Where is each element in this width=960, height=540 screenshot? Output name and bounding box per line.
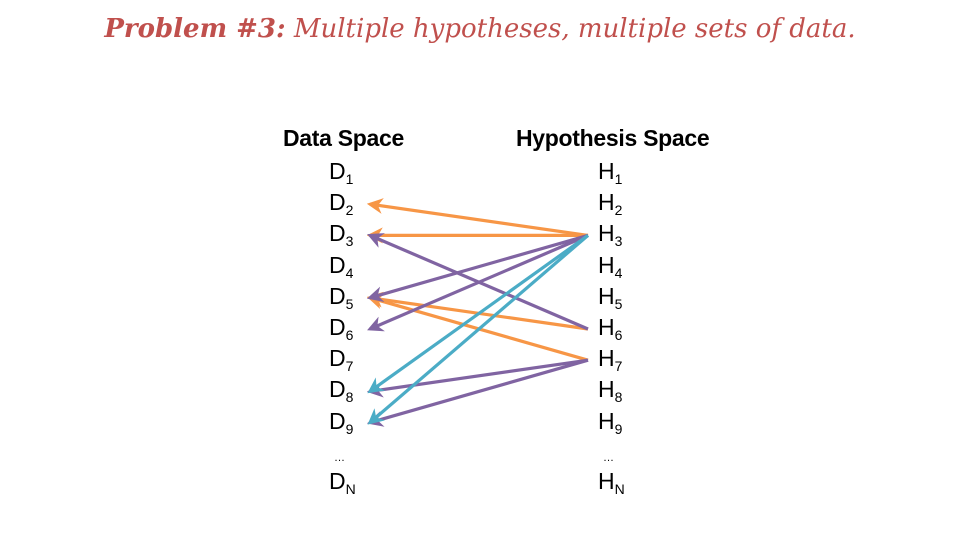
hypothesis-item-h6-subscript: 6 bbox=[614, 327, 623, 343]
hypothesis-item-hn: HN bbox=[598, 468, 625, 497]
arrow-h7-to-d9-purple bbox=[366, 358, 589, 427]
hypothesis-space-heading: Hypothesis Space bbox=[516, 125, 710, 151]
data-item-d2-subscript: 2 bbox=[345, 202, 354, 219]
data-item-dn: DN bbox=[329, 468, 356, 497]
data-item-d4-subscript: 4 bbox=[345, 264, 354, 281]
data-item-d9-subscript: 9 bbox=[345, 420, 354, 437]
hypothesis-item-h5-subscript: 5 bbox=[614, 295, 623, 312]
hypothesis-item-h3-subscript: 3 bbox=[614, 233, 623, 250]
hypothesis-item-h8-base: H bbox=[598, 376, 615, 403]
arrow-h3-to-d9-teal bbox=[367, 234, 590, 425]
data-space-heading: Data Space bbox=[283, 125, 405, 151]
hypothesis-item-h8-subscript: 8 bbox=[614, 389, 623, 406]
data-item-d3-subscript: 3 bbox=[345, 233, 354, 250]
data-item-d7-subscript: 7 bbox=[345, 358, 354, 375]
arrow-h3-to-d6-purple bbox=[367, 233, 589, 332]
hypothesis-item-h1: H1 bbox=[598, 158, 623, 187]
hypothesis-item-h7-subscript: 7 bbox=[614, 358, 623, 375]
hypothesis-item-h8: H8 bbox=[598, 376, 623, 406]
hypothesis-item-h5-base: H bbox=[598, 282, 615, 309]
hypothesis-item-h9-subscript: 9 bbox=[614, 420, 623, 437]
hypothesis-item-h3-base: H bbox=[598, 220, 615, 247]
data-item-d8: D8 bbox=[329, 376, 354, 406]
hypothesis-item-h2-subscript: 2 bbox=[614, 202, 623, 219]
hypothesis-ellipsis: … bbox=[603, 452, 614, 464]
data-item-d3: D3 bbox=[329, 220, 354, 250]
arrow-h7-to-d8-purple bbox=[366, 358, 589, 398]
title-text: Multiple hypotheses, multiple sets of da… bbox=[285, 14, 856, 44]
hypothesis-item-h2: H2 bbox=[598, 189, 623, 219]
hypothesis-item-h2-base: H bbox=[598, 189, 615, 216]
hypothesis-item-hn-subscript: N bbox=[614, 481, 625, 497]
data-item-dn-base: D bbox=[329, 468, 346, 494]
hypothesis-item-h4-base: H bbox=[598, 251, 615, 278]
data-item-d3-base: D bbox=[329, 220, 346, 247]
hypothesis-item-h4: H4 bbox=[598, 251, 623, 281]
hypothesis-item-h1-subscript: 1 bbox=[614, 171, 623, 187]
data-item-d1: D1 bbox=[329, 158, 354, 187]
data-item-d8-base: D bbox=[329, 376, 346, 403]
arrow-h3-to-d8-teal bbox=[367, 234, 589, 394]
hypothesis-item-h6-base: H bbox=[598, 314, 615, 340]
data-item-d9: D9 bbox=[329, 407, 354, 437]
data-item-d4: D4 bbox=[329, 251, 354, 281]
data-item-d6-subscript: 6 bbox=[345, 327, 354, 343]
data-item-d4-base: D bbox=[329, 251, 346, 278]
data-item-d8-subscript: 8 bbox=[345, 389, 354, 406]
data-ellipsis: … bbox=[334, 452, 345, 464]
hypothesis-item-h4-subscript: 4 bbox=[614, 264, 623, 281]
data-item-d1-subscript: 1 bbox=[345, 171, 354, 187]
slide-title: Problem #3: Multiple hypotheses, multipl… bbox=[0, 14, 960, 44]
data-item-d5-base: D bbox=[329, 282, 346, 309]
hypothesis-item-h1-base: H bbox=[598, 158, 615, 184]
data-item-d2-base: D bbox=[329, 189, 346, 216]
data-item-d5: D5 bbox=[329, 282, 354, 312]
arrow-h3-to-d5-purple bbox=[366, 233, 589, 302]
data-item-d5-subscript: 5 bbox=[345, 295, 354, 312]
hypothesis-item-h7: H7 bbox=[598, 345, 623, 375]
arrow-h3-to-d2-orange bbox=[366, 198, 589, 237]
data-item-d7-base: D bbox=[329, 345, 346, 372]
hypothesis-item-h7-base: H bbox=[598, 345, 615, 372]
hypothesis-item-h6: H6 bbox=[598, 314, 623, 343]
hypothesis-item-hn-base: H bbox=[598, 468, 615, 494]
hypothesis-item-h9-base: H bbox=[598, 407, 615, 434]
hypothesis-item-h5: H5 bbox=[598, 282, 623, 312]
data-item-d6-base: D bbox=[329, 314, 346, 340]
hypothesis-item-h9: H9 bbox=[598, 407, 623, 437]
hypothesis-item-h3: H3 bbox=[598, 220, 623, 250]
data-item-d2: D2 bbox=[329, 189, 354, 219]
data-item-d6: D6 bbox=[329, 314, 354, 343]
data-item-d1-base: D bbox=[329, 158, 346, 184]
data-item-d9-base: D bbox=[329, 407, 346, 434]
data-item-d7: D7 bbox=[329, 345, 354, 375]
data-item-dn-subscript: N bbox=[345, 481, 356, 497]
title-prefix: Problem #3: bbox=[104, 14, 286, 44]
